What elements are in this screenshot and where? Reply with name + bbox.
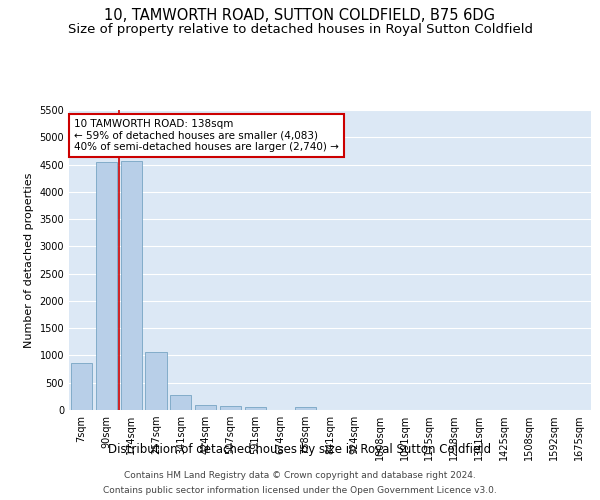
Bar xyxy=(170,394,191,410)
Bar xyxy=(195,405,216,410)
Text: Distribution of detached houses by size in Royal Sutton Coldfield: Distribution of detached houses by size … xyxy=(109,442,491,456)
Bar xyxy=(245,408,266,410)
Bar xyxy=(145,352,167,410)
Text: Size of property relative to detached houses in Royal Sutton Coldfield: Size of property relative to detached ho… xyxy=(67,22,533,36)
Text: 10 TAMWORTH ROAD: 138sqm
← 59% of detached houses are smaller (4,083)
40% of sem: 10 TAMWORTH ROAD: 138sqm ← 59% of detach… xyxy=(74,119,339,152)
Text: 10, TAMWORTH ROAD, SUTTON COLDFIELD, B75 6DG: 10, TAMWORTH ROAD, SUTTON COLDFIELD, B75… xyxy=(104,8,496,22)
Bar xyxy=(295,406,316,410)
Bar xyxy=(96,162,117,410)
Bar xyxy=(121,162,142,410)
Y-axis label: Number of detached properties: Number of detached properties xyxy=(24,172,34,348)
Text: Contains public sector information licensed under the Open Government Licence v3: Contains public sector information licen… xyxy=(103,486,497,495)
Bar xyxy=(220,406,241,410)
Text: Contains HM Land Registry data © Crown copyright and database right 2024.: Contains HM Land Registry data © Crown c… xyxy=(124,471,476,480)
Bar xyxy=(71,362,92,410)
